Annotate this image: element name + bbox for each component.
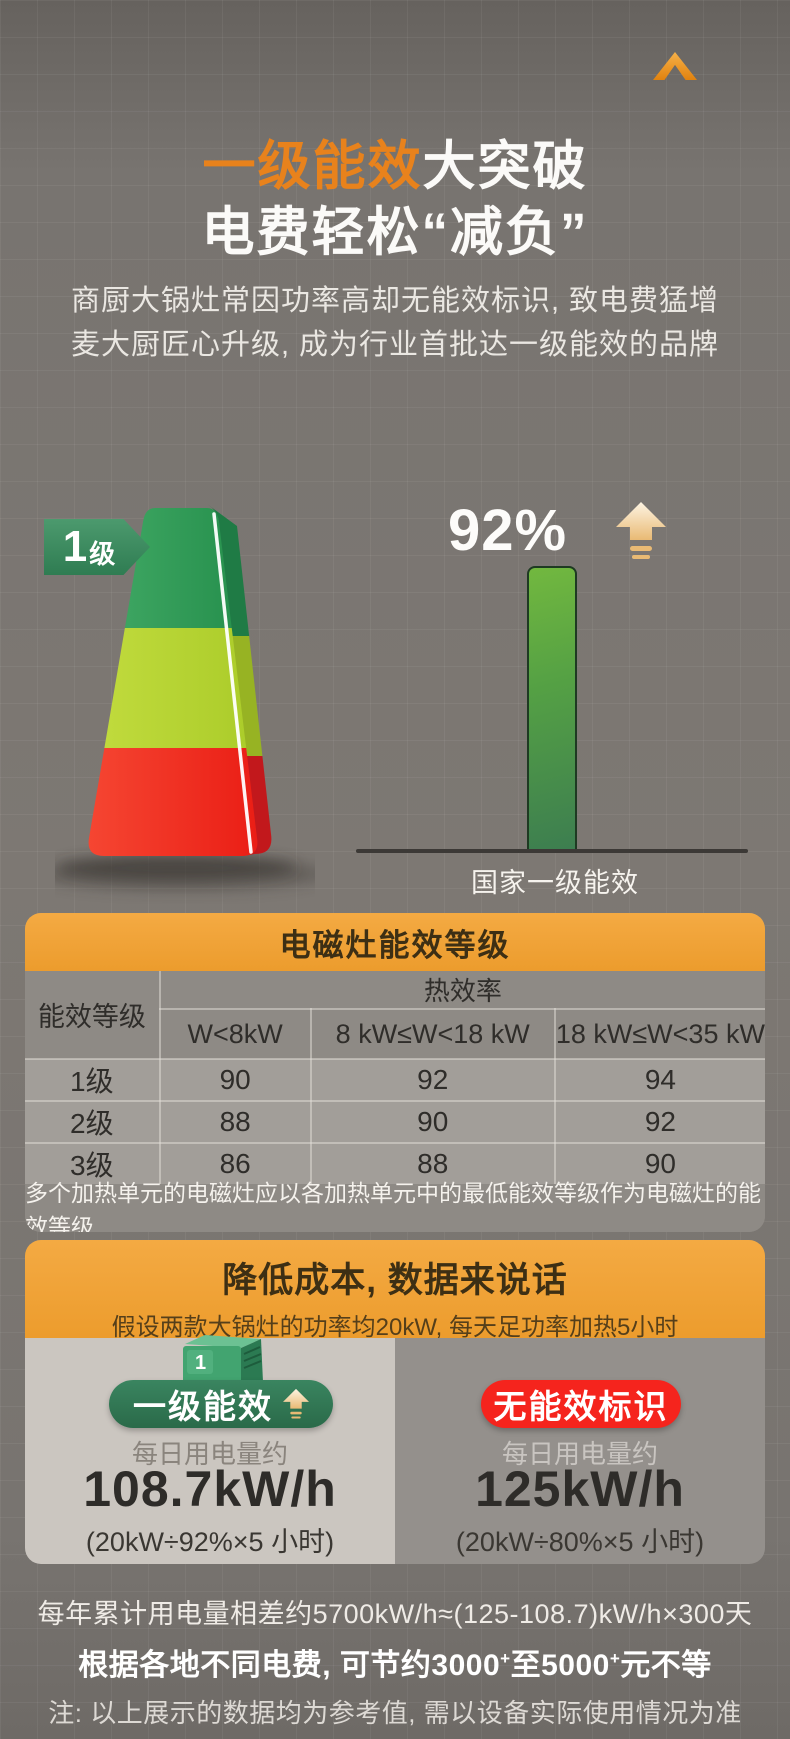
badge-unit: 级 <box>89 538 116 569</box>
daily-usage-value: 125kW/h <box>475 1461 685 1517</box>
cost-card-header: 降低成本, 数据来说话 假设两款大锅灶的功率均20kW, 每天足功率加热5小时 <box>25 1240 765 1341</box>
stove-badge-number: 1 <box>195 1352 206 1374</box>
level-cell: 1级 <box>25 1058 161 1102</box>
daily-usage-caption: 每日用电量约 <box>501 1439 658 1469</box>
table-row: 2级 88 90 92 <box>25 1100 765 1144</box>
group-header-cell: 热效率 <box>158 971 765 1010</box>
daily-usage-value: 108.7kW/h <box>83 1461 337 1517</box>
grade-1-pill: 一级能效 <box>109 1380 333 1428</box>
level-cell: 2级 <box>25 1100 161 1144</box>
efficiency-bar <box>527 566 577 853</box>
footer-notes: 每年累计用电量相差约5700kW/h≈(125-108.7)kW/h×300天 … <box>0 1592 790 1730</box>
annual-note: 每年累计用电量相差约5700kW/h≈(125-108.7)kW/h×300天 <box>37 1599 753 1629</box>
desc-line-1: 商厨大锅灶常因功率高却无能效标识, 致电费猛增 <box>70 285 720 317</box>
axis-baseline <box>356 849 748 853</box>
table-cell: 90 <box>553 1142 765 1184</box>
comparison-column-left: 1 一级能效 每日用电量约 108.7kW/h (20kW÷92%×5 小时) <box>25 1335 395 1564</box>
efficiency-pyramid-graphic <box>55 504 315 891</box>
arrow-up-icon <box>283 1388 309 1419</box>
efficiency-table-card: 电磁灶能效等级 能效等级 热效率 W<8kW 8 kW≤W<18 kW 18 k… <box>25 913 765 1232</box>
efficiency-table: 能效等级 热效率 W<8kW 8 kW≤W<18 kW 18 kW≤W<35 k… <box>25 971 765 1184</box>
table-cell: 92 <box>553 1100 765 1144</box>
comparison-columns: 1 一级能效 每日用电量约 108.7kW/h (20kW÷92%×5 小时) <box>25 1335 765 1564</box>
usage-formula: (20kW÷92%×5 小时) <box>85 1527 335 1557</box>
column-header: 8 kW≤W<18 kW <box>309 1008 556 1060</box>
daily-usage-caption: 每日用电量约 <box>131 1439 288 1469</box>
column-header: W<8kW <box>159 1008 312 1060</box>
table-cell: 88 <box>309 1142 556 1184</box>
page-title: 一级能效大突破 <box>0 124 790 200</box>
disclaimer-note: 注: 以上展示的数据均为参考值, 需以设备实际使用情况为准 <box>48 1698 742 1728</box>
level-cell: 3级 <box>25 1142 161 1184</box>
row-header-cell: 能效等级 <box>25 971 161 1060</box>
table-title: 电磁灶能效等级 <box>25 913 765 971</box>
table-header-row-cols: W<8kW 8 kW≤W<18 kW 18 kW≤W<35 kW <box>25 1008 765 1060</box>
title-rest: 大突破 <box>422 137 588 196</box>
usage-formula: (20kW÷80%×5 小时) <box>455 1527 705 1557</box>
table-header-row-group: 能效等级 热效率 <box>25 971 765 1060</box>
desc-line-2: 麦大厨匠心升级, 成为行业首批达一级能效的品牌 <box>70 329 720 361</box>
table-cell: 88 <box>158 1100 312 1144</box>
savings-note: 根据各地不同电费, 可节约3000+至5000+元不等 <box>78 1649 712 1682</box>
cost-comparison-card: 降低成本, 数据来说话 假设两款大锅灶的功率均20kW, 每天足功率加热5小时 … <box>25 1240 765 1564</box>
page-title-line2: 电费轻松“减负” <box>201 203 589 262</box>
grade-1-pill-label: 一级能效 <box>133 1388 273 1425</box>
bar-caption: 国家一级能效 <box>471 868 639 898</box>
arrow-up-icon <box>616 502 666 559</box>
table-cell: 86 <box>158 1142 312 1184</box>
column-header: 18 kW≤W<35 kW <box>553 1008 765 1060</box>
cost-title: 降低成本, 数据来说话 <box>222 1261 568 1300</box>
no-label-pill: 无能效标识 <box>481 1380 681 1428</box>
no-label-pill-label: 无能效标识 <box>493 1388 669 1425</box>
title-highlight: 一级能效 <box>202 137 423 196</box>
table-footnote: 多个加热单元的电磁灶应以各加热单元中的最低能效等级作为电磁灶的能效等级 <box>25 1180 765 1232</box>
stove-icon: 1 <box>183 1335 263 1390</box>
table-row: 1级 90 92 94 <box>25 1058 765 1102</box>
comparison-column-right: 无能效标识 每日用电量约 125kW/h (20kW÷80%×5 小时) <box>395 1338 765 1564</box>
badge-number: 1 <box>62 522 88 571</box>
chevron-up-icon <box>653 52 697 80</box>
table-cell: 90 <box>309 1100 556 1144</box>
table-cell: 94 <box>553 1058 765 1102</box>
cost-subtitle: 假设两款大锅灶的功率均20kW, 每天足功率加热5小时 <box>111 1314 679 1341</box>
table-cell: 92 <box>309 1058 556 1102</box>
table-cell: 90 <box>158 1058 312 1102</box>
table-row: 3级 86 88 90 <box>25 1142 765 1184</box>
page-description: 商厨大锅灶常因功率高却无能效标识, 致电费猛增 麦大厨匠心升级, 成为行业首批达… <box>0 279 790 367</box>
efficiency-percent: 92% <box>448 498 568 563</box>
